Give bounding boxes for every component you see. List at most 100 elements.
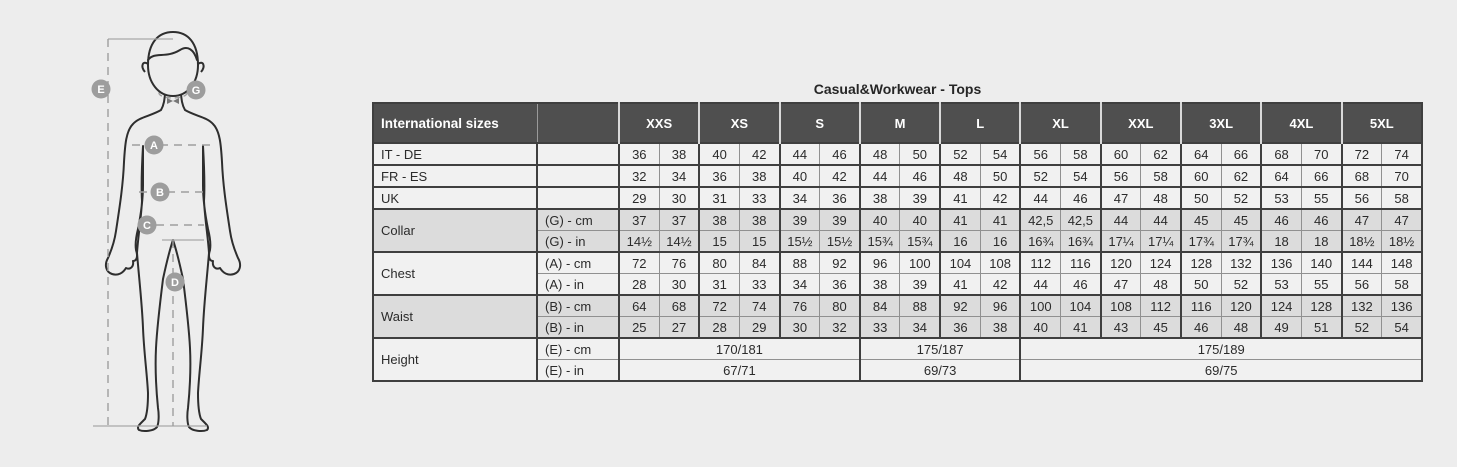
size-cell: 96	[979, 294, 1021, 317]
size-cell: 34	[658, 164, 700, 188]
size-cell: 16	[979, 230, 1021, 253]
table-header: International sizes XXS XS S M L XL XXL 3XL 4XL 5X…	[373, 103, 1422, 143]
size-cell: 50	[899, 142, 941, 166]
size-cell: 53	[1260, 273, 1302, 296]
table-row: Collar (G) - cm 37 37 38 38 39 39 40 40 41 41 42,5 42…	[372, 208, 1423, 253]
size-cell: 56	[1019, 142, 1062, 166]
size-cell: 88	[778, 251, 821, 274]
size-cell: 72	[698, 294, 740, 317]
row-group-label: Waist	[372, 294, 538, 339]
size-cell: 41	[1060, 316, 1102, 339]
size-header-xxs: XXS	[617, 103, 700, 143]
size-cell: 30	[658, 186, 700, 210]
size-cell: 39	[899, 186, 941, 210]
size-cell: 44	[1019, 273, 1062, 296]
size-cell: 38	[858, 186, 901, 210]
size-cell: 72	[617, 251, 660, 274]
size-cell: 48	[858, 142, 901, 166]
size-cell: 18½	[1381, 230, 1423, 253]
size-cell: 38	[858, 273, 901, 296]
size-cell: 45	[1140, 316, 1182, 339]
size-cell: 49	[1260, 316, 1302, 339]
size-cell: 40	[698, 142, 740, 166]
ear-left	[141, 61, 149, 73]
size-cell: 32	[819, 316, 861, 339]
size-cell: 128	[1179, 251, 1222, 274]
table-row: (A) - in 28 30 31 33 34 36 38 39 41 42 44 46 47 48 50 52…	[373, 273, 1423, 296]
size-cell: 48	[1140, 186, 1182, 210]
size-cell: 36	[698, 164, 740, 188]
size-cell: 68	[1260, 142, 1302, 166]
size-cell: 36	[617, 142, 660, 166]
size-cell: 44	[1019, 186, 1062, 210]
size-cell: 43	[1099, 316, 1142, 339]
table-row: Waist (B) - cm 64 68 72 74 76 80 84 88 92 96 100 104 1…	[372, 294, 1423, 339]
size-cell: 42,5	[1019, 208, 1062, 231]
size-cell: 72	[1340, 142, 1383, 166]
size-cell: 28	[698, 316, 740, 339]
size-cell: 132	[1220, 251, 1262, 274]
size-cell: 62	[1220, 164, 1262, 188]
size-cell: 116	[1179, 294, 1222, 317]
size-cell: 46	[1260, 208, 1302, 231]
size-cell: 55	[1300, 273, 1343, 296]
row-measure-label: (G) - cm	[536, 208, 620, 231]
size-cell: 68	[658, 294, 700, 317]
size-cell: 56	[1340, 273, 1383, 296]
row-group-label: UK	[372, 186, 538, 210]
size-cell: 45	[1179, 208, 1222, 231]
size-cell: 74	[1381, 142, 1423, 166]
size-cell: 14½	[658, 230, 700, 253]
size-cell: 46	[1179, 316, 1222, 339]
size-cell: 37	[617, 208, 660, 231]
size-cell: 44	[1099, 208, 1142, 231]
size-cell: 38	[979, 316, 1021, 339]
body-measurement-figure: E G A B C D	[85, 14, 245, 446]
size-cell: 54	[1381, 316, 1423, 339]
size-cell: 80	[698, 251, 740, 274]
svg-text:D: D	[171, 277, 179, 289]
size-header-xl: XL	[1019, 103, 1101, 143]
size-cell: 55	[1300, 186, 1343, 210]
size-cell: 44	[858, 164, 901, 188]
merged-size-cell: 67/71	[618, 359, 861, 382]
size-cell: 50	[1179, 186, 1222, 210]
row-measure-label	[536, 164, 620, 188]
table-row: IT - DE 36 38 40 42 44 46 48 50 52 54 56 58 60 62 64 66 6…	[372, 142, 1423, 166]
size-cell: 42	[979, 273, 1021, 296]
size-cell: 29	[738, 316, 781, 339]
size-cell: 18½	[1340, 230, 1383, 253]
size-cell: 36	[939, 316, 981, 339]
size-cell: 104	[939, 251, 981, 274]
size-cell: 39	[778, 208, 821, 231]
size-cell: 46	[899, 164, 941, 188]
row-measure-label: (A) - in	[536, 273, 620, 296]
size-cell: 76	[778, 294, 821, 317]
size-cell: 58	[1381, 273, 1423, 296]
size-cell: 56	[1340, 186, 1383, 210]
size-cell: 124	[1140, 251, 1182, 274]
hair-line	[147, 47, 198, 61]
size-cell: 53	[1260, 186, 1302, 210]
size-cell: 33	[738, 186, 781, 210]
size-cell: 15¾	[899, 230, 941, 253]
size-cell: 58	[1381, 186, 1423, 210]
table-row: (E) - in 67/71 69/73 69/75	[373, 359, 1423, 382]
size-cell: 27	[658, 316, 700, 339]
size-cell: 60	[1099, 142, 1142, 166]
size-cell: 52	[1220, 186, 1262, 210]
size-cell: 132	[1340, 294, 1383, 317]
size-cell: 96	[858, 251, 901, 274]
size-cell: 41	[939, 186, 981, 210]
size-cell: 116	[1060, 251, 1102, 274]
size-table: International sizes XXS XS S M L XL XXL 3XL 4XL 5X…	[372, 102, 1423, 382]
row-measure-label: (E) - cm	[536, 337, 620, 360]
size-cell: 51	[1300, 316, 1343, 339]
size-cell: 30	[778, 316, 821, 339]
size-cell: 15¾	[858, 230, 901, 253]
size-cell: 47	[1381, 208, 1423, 231]
table-title: Casual&Workwear - Tops	[813, 81, 982, 97]
size-cell: 14½	[617, 230, 660, 253]
size-cell: 17¼	[1099, 230, 1142, 253]
table-row: Chest (A) - cm 72 76 80 84 88 92 96 100 104 108 112 1…	[372, 251, 1423, 296]
